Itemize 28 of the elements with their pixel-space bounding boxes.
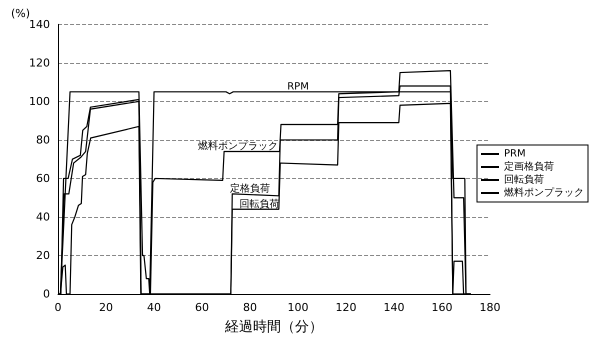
y-tick-label: 80 xyxy=(36,133,50,146)
x-tick-label: 120 xyxy=(336,301,357,314)
annotation: 回転負荷 xyxy=(240,198,280,210)
annotation: RPM xyxy=(287,81,309,92)
legend-label: 定画格負荷 xyxy=(504,160,554,172)
y-tick-label: 40 xyxy=(36,210,50,224)
y-tick-label: 20 xyxy=(36,248,50,262)
x-tick-label: 80 xyxy=(243,301,258,314)
x-tick-label: 60 xyxy=(195,301,210,314)
legend-label: PRM xyxy=(504,148,526,160)
annotation: 燃料ポンプラック xyxy=(198,140,278,152)
legend-label: 回転負荷 xyxy=(504,174,544,186)
x-tick-label: 180 xyxy=(480,301,500,314)
x-tick-label: 140 xyxy=(384,301,405,314)
x-tick-label: 40 xyxy=(147,301,162,314)
x-tick-label: 100 xyxy=(288,301,309,314)
x-tick-label: 160 xyxy=(432,301,453,314)
x-axis-title: 経過時間（分） xyxy=(224,319,324,335)
y-tick-label: 0 xyxy=(43,288,50,300)
annotation: 定格負荷 xyxy=(230,182,270,194)
y-tick-label: 120 xyxy=(29,56,50,70)
x-tick-label: 20 xyxy=(99,301,114,314)
y-tick-label: 100 xyxy=(29,94,50,108)
legend-label: 燃料ポンプラック xyxy=(504,186,584,198)
x-tick-label: 0 xyxy=(54,301,62,314)
y-tick-label: 60 xyxy=(36,172,50,185)
y-axis-title: (%) xyxy=(10,7,30,20)
y-tick-label: 140 xyxy=(29,18,50,31)
